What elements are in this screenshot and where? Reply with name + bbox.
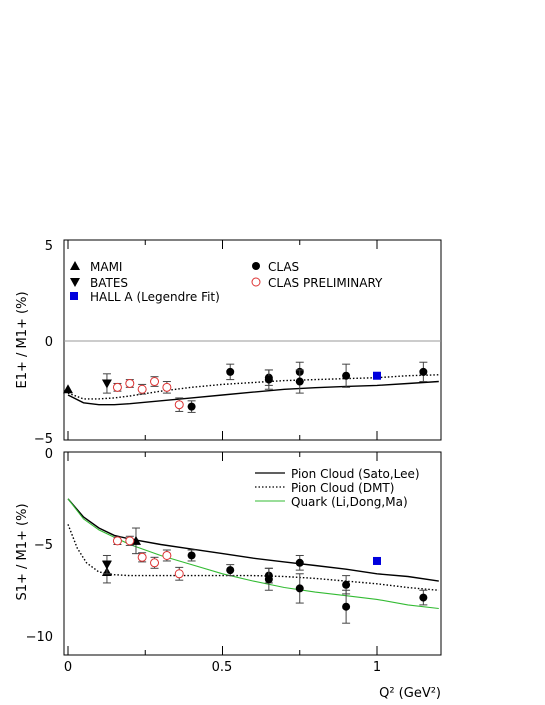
top-clas-point — [187, 402, 196, 411]
legend-clas-marker — [252, 262, 260, 270]
bottom-clas-point — [342, 580, 351, 589]
bottom-bates-point — [101, 560, 112, 570]
bottom-ylabel: S1+ / M1+ (%) — [15, 503, 30, 600]
bottom-curve-pion-cloud-sato-lee — [67, 498, 439, 582]
top-ytick-5: 5 — [45, 239, 53, 254]
bottom-clas-point — [295, 558, 304, 567]
top-hall-a-legendre-fit-point — [373, 371, 381, 380]
data-marks — [63, 240, 439, 655]
xlabel: Q² (GeV²) — [379, 686, 441, 701]
xtick-0: 0 — [64, 660, 72, 675]
top-clas-point — [419, 367, 428, 376]
bottom-legend: Pion Cloud (Sato,Lee) Pion Cloud (DMT) Q… — [255, 467, 420, 509]
top-ytick-0: 0 — [45, 335, 53, 350]
bottom-ytick-0: 0 — [45, 447, 53, 462]
bottom-ytick-neg5: −5 — [34, 538, 53, 553]
top-ytick-neg5: −5 — [34, 432, 53, 447]
bottom-hall-a-legendre-fit-point — [373, 556, 381, 565]
bottom-clas-point — [419, 593, 428, 602]
legend-halla-marker — [70, 292, 78, 300]
legend-clas-label: CLAS — [268, 260, 299, 274]
top-clas-point — [295, 377, 304, 386]
bottom-clas-preliminary-point — [150, 558, 160, 568]
legend-halla-label: HALL A (Legendre Fit) — [90, 290, 220, 304]
top-clas-preliminary-point — [125, 378, 135, 388]
legend-clas-prelim-label: CLAS PRELIMINARY — [268, 276, 383, 290]
bottom-ytick-neg10: −10 — [26, 630, 53, 645]
bottom-clas-preliminary-point — [125, 536, 135, 546]
top-mami-point — [63, 384, 73, 394]
top-curve-model-1 — [67, 374, 439, 400]
bottom-clas-point — [295, 584, 304, 593]
bottom-clas-preliminary-point — [174, 569, 184, 579]
top-panel-frame — [63, 239, 442, 441]
top-clas-point — [342, 371, 351, 380]
legend-mami-marker — [70, 261, 80, 270]
bottom-curve-quark-li-dong-ma — [67, 498, 439, 610]
legend-mami-label: MAMI — [90, 260, 122, 274]
bottom-clas-point — [264, 575, 273, 584]
legend-dmt-label: Pion Cloud (DMT) — [291, 481, 394, 495]
top-ylabel: E1+ / M1+ (%) — [15, 291, 30, 388]
top-clas-preliminary-point — [112, 382, 122, 392]
top-clas-preliminary-point — [150, 377, 160, 387]
legend-quark-label: Quark (Li,Dong,Ma) — [291, 495, 408, 509]
bottom-clas-point — [226, 566, 235, 575]
legend-clas-prelim-marker — [251, 277, 261, 287]
top-clas-preliminary-point — [162, 382, 172, 392]
bottom-panel-frame — [63, 451, 442, 656]
legend-bates-marker — [70, 278, 80, 287]
top-legend: MAMI BATES HALL A (Legendre Fit) CLAS CL… — [70, 260, 383, 304]
bottom-clas-point — [342, 602, 351, 611]
top-clas-preliminary-point — [137, 384, 147, 394]
top-clas-point — [226, 367, 235, 376]
bottom-clas-point — [187, 551, 196, 560]
top-clas-point — [264, 375, 273, 384]
legend-bates-label: BATES — [90, 276, 128, 290]
xtick-1: 1 — [373, 660, 381, 675]
legend-sato-lee-label: Pion Cloud (Sato,Lee) — [291, 467, 420, 481]
top-bates-point — [101, 379, 112, 389]
bottom-clas-preliminary-point — [162, 550, 172, 560]
xtick-0-5: 0.5 — [212, 660, 233, 675]
bottom-clas-preliminary-point — [137, 552, 147, 562]
bottom-curve-pion-cloud-dmt — [67, 524, 439, 591]
top-clas-preliminary-point — [174, 400, 184, 410]
top-curve-model-0 — [67, 380, 439, 406]
bottom-clas-preliminary-point — [112, 536, 122, 546]
